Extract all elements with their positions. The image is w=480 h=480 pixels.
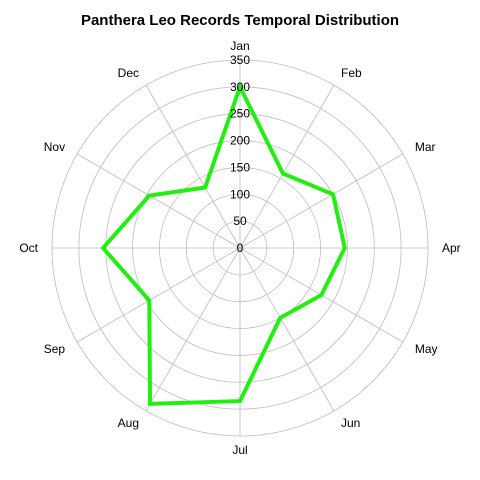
category-label-dec: Dec xyxy=(118,66,139,80)
category-label-aug: Aug xyxy=(118,416,139,430)
radial-tick-label: 150 xyxy=(230,160,250,174)
spoke-sep xyxy=(77,248,240,342)
category-label-apr: Apr xyxy=(442,241,461,255)
spoke-jun xyxy=(240,248,334,411)
radial-tick-label: 300 xyxy=(230,80,250,94)
radial-tick-label: 200 xyxy=(230,134,250,148)
category-label-sep: Sep xyxy=(44,342,66,356)
spoke-mar xyxy=(240,154,403,248)
category-label-oct: Oct xyxy=(19,241,38,255)
radial-tick-label: 50 xyxy=(233,214,247,228)
category-label-mar: Mar xyxy=(415,140,436,154)
radial-tick-label: 350 xyxy=(230,53,250,67)
series-layer xyxy=(103,87,345,404)
spoke-feb xyxy=(240,85,334,248)
spoke-aug xyxy=(146,248,240,411)
spoke-dec xyxy=(146,85,240,248)
category-label-may: May xyxy=(415,342,438,356)
category-label-feb: Feb xyxy=(341,66,362,80)
radial-tick-label: 250 xyxy=(230,107,250,121)
category-label-jul: Jul xyxy=(232,443,247,457)
category-label-nov: Nov xyxy=(44,140,65,154)
category-label-jun: Jun xyxy=(341,416,360,430)
series-line-0 xyxy=(103,87,345,404)
radial-tick-label: 100 xyxy=(230,187,250,201)
spoke-nov xyxy=(77,154,240,248)
radial-tick-label: 0 xyxy=(237,241,244,255)
category-label-jan: Jan xyxy=(230,39,249,53)
